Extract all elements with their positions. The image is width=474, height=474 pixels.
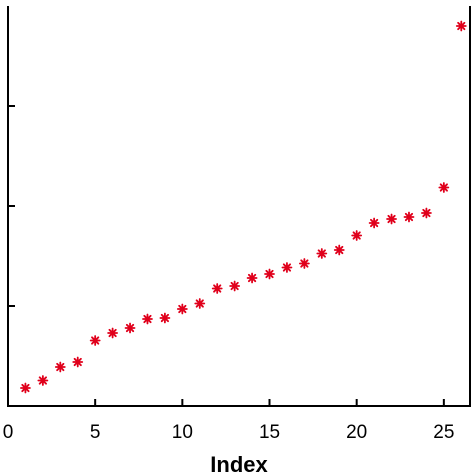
data-point — [54, 361, 66, 373]
data-point — [20, 382, 31, 394]
axes-frame — [7, 6, 471, 407]
data-point — [124, 322, 136, 334]
data-point — [368, 217, 380, 229]
data-point — [421, 207, 432, 219]
data-point — [403, 211, 415, 223]
data-point — [107, 327, 119, 339]
x-axis-title: Index — [210, 452, 268, 474]
x-tick-label: 20 — [346, 422, 367, 443]
data-point — [176, 303, 188, 315]
data-point — [194, 298, 206, 309]
data-point — [159, 312, 171, 324]
data-point — [89, 335, 101, 346]
data-point — [246, 272, 258, 284]
data-point — [142, 313, 153, 325]
data-point — [37, 375, 49, 386]
data-point — [316, 248, 328, 259]
data-point — [333, 244, 345, 256]
data-point — [211, 283, 223, 294]
x-tick-label: 5 — [90, 422, 101, 443]
x-tick-label: 25 — [433, 422, 454, 443]
data-point — [281, 262, 293, 273]
x-tick-label: 0 — [3, 422, 14, 443]
data-point — [264, 268, 275, 280]
data-point — [386, 213, 397, 225]
x-tick-label: 10 — [172, 422, 193, 443]
data-point — [298, 258, 310, 269]
data-point — [229, 280, 241, 292]
data-point — [72, 356, 84, 368]
data-point — [351, 230, 363, 241]
data-point — [438, 182, 450, 193]
x-tick-label: 15 — [259, 422, 280, 443]
data-point — [455, 20, 467, 32]
